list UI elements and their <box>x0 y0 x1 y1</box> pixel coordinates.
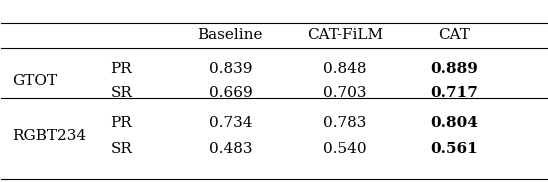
Text: 0.889: 0.889 <box>430 62 478 76</box>
Text: PR: PR <box>111 116 132 130</box>
Text: Baseline: Baseline <box>198 28 263 42</box>
Text: RGBT234: RGBT234 <box>12 129 87 143</box>
Text: PR: PR <box>111 62 132 76</box>
Text: 0.561: 0.561 <box>430 142 478 156</box>
Text: CAT: CAT <box>438 28 470 42</box>
Text: SR: SR <box>110 142 132 156</box>
Text: 0.483: 0.483 <box>209 142 252 156</box>
Text: 0.804: 0.804 <box>430 116 478 130</box>
Text: 0.540: 0.540 <box>323 142 367 156</box>
Text: 0.703: 0.703 <box>323 86 367 100</box>
Text: 0.734: 0.734 <box>209 116 252 130</box>
Text: 0.669: 0.669 <box>208 86 252 100</box>
Text: CAT-FiLM: CAT-FiLM <box>307 28 383 42</box>
Text: 0.717: 0.717 <box>430 86 478 100</box>
Text: 0.783: 0.783 <box>323 116 367 130</box>
Text: SR: SR <box>110 86 132 100</box>
Text: GTOT: GTOT <box>12 74 58 88</box>
Text: 0.839: 0.839 <box>209 62 252 76</box>
Text: 0.848: 0.848 <box>323 62 367 76</box>
